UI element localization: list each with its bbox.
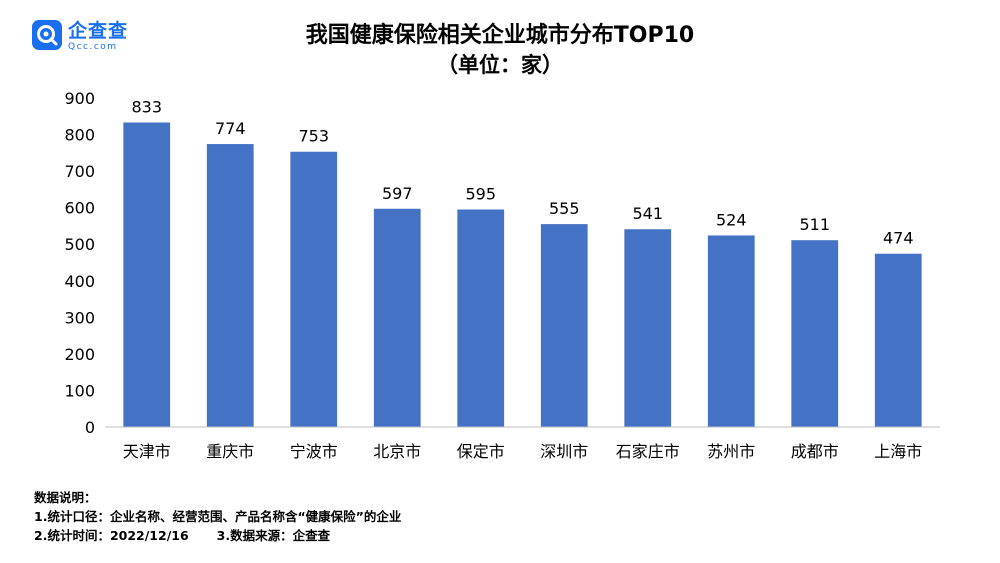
x-category-label: 上海市	[874, 442, 922, 461]
logo-name: 企查查	[68, 20, 129, 42]
notes-source: 3.数据来源：企查查	[216, 528, 331, 543]
bar	[874, 253, 922, 427]
bar-value-label: 474	[883, 229, 914, 248]
bar-value-label: 555	[549, 199, 580, 218]
y-tick-label: 400	[64, 272, 95, 291]
chart-subtitle: （单位：家）	[437, 53, 563, 77]
y-tick-label: 0	[85, 418, 95, 437]
bar	[206, 144, 254, 427]
x-category-label: 苏州市	[707, 442, 755, 461]
bar-value-label: 833	[131, 97, 162, 116]
y-tick-label: 700	[64, 162, 95, 181]
y-tick-label: 900	[64, 89, 95, 108]
bar	[290, 151, 338, 427]
bar-value-label: 597	[382, 184, 413, 203]
y-tick-label: 800	[64, 126, 95, 145]
logo-domain: Qcc.com	[68, 42, 118, 52]
bar-value-label: 511	[799, 215, 830, 234]
bar	[457, 209, 505, 427]
y-tick-label: 600	[64, 199, 95, 218]
bar	[373, 208, 421, 427]
bar-value-label: 524	[716, 210, 747, 229]
notes-date: 2.统计时间：2022/12/16	[34, 528, 189, 543]
y-tick-label: 300	[64, 308, 95, 327]
x-category-label: 天津市	[123, 442, 171, 461]
chart-title: 我国健康保险相关企业城市分布TOP10	[305, 23, 695, 48]
x-category-label: 北京市	[373, 442, 421, 461]
bar	[707, 235, 755, 427]
notes-scope: 1.统计口径：企业名称、经营范围、产品名称含“健康保险”的企业	[34, 509, 402, 524]
bar-value-label: 774	[215, 119, 246, 138]
bar	[123, 122, 171, 428]
x-category-label: 成都市	[791, 442, 839, 461]
bar-value-label: 541	[632, 204, 663, 223]
bar	[540, 224, 588, 427]
x-category-label: 保定市	[457, 442, 505, 461]
bar	[791, 240, 839, 427]
y-tick-label: 500	[64, 235, 95, 254]
x-category-label: 宁波市	[290, 442, 338, 461]
bar-value-label: 595	[465, 184, 496, 203]
notes-heading: 数据说明：	[34, 490, 97, 505]
data-notes: 数据说明： 1.统计口径：企业名称、经营范围、产品名称含“健康保险”的企业 2.…	[34, 488, 401, 545]
x-category-label: 深圳市	[540, 442, 588, 461]
x-category-label: 石家庄市	[616, 442, 680, 461]
bar-chart: 0 100 200 300 400 500 600 700 800 900 833 天津市 774 重庆市…	[64, 89, 940, 461]
bar	[624, 229, 672, 427]
y-tick-label: 200	[64, 345, 95, 364]
bar-value-label: 753	[298, 127, 329, 146]
y-tick-label: 100	[64, 381, 95, 400]
brand-logo: 企查查 Qcc.com	[32, 20, 128, 52]
qcc-logo-icon	[32, 20, 62, 50]
x-category-label: 重庆市	[206, 442, 254, 461]
